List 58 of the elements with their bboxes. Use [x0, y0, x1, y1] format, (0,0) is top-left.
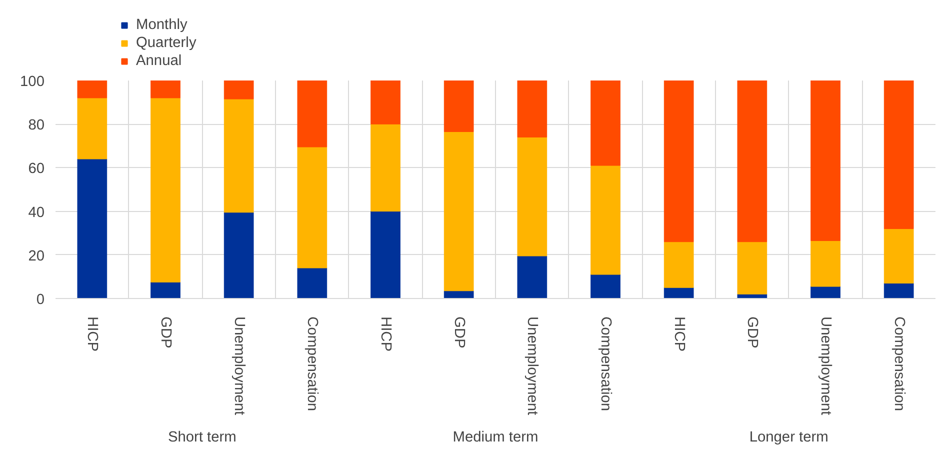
bar [517, 136, 548, 256]
bar [590, 165, 620, 275]
bar [370, 80, 400, 124]
x-tick-label: HICP [378, 316, 394, 352]
legend-label: Monthly [136, 16, 188, 34]
text: Medium term [452, 430, 538, 446]
bar [737, 242, 768, 294]
text: Short term [168, 430, 236, 446]
bar [297, 146, 328, 268]
legend-label: Quarterly [136, 34, 196, 52]
bar [297, 268, 328, 298]
bar [884, 282, 914, 298]
bar [664, 287, 694, 298]
x-tick-label: HICP [670, 316, 687, 352]
x-tick-label: Unemployment [230, 316, 247, 416]
y-tick-label: 20 [28, 248, 45, 264]
y-tick-label: 0 [36, 292, 45, 308]
y-tick-label: 80 [28, 118, 45, 134]
bar [590, 80, 620, 166]
bar [77, 98, 108, 160]
bar [884, 228, 914, 284]
x-tick-label: Unemployment [818, 316, 834, 416]
bar [810, 80, 840, 241]
bar [444, 80, 474, 132]
bar [224, 80, 254, 100]
bar [224, 98, 254, 213]
bar [737, 80, 768, 242]
x-tick-label: Compensation [304, 316, 320, 412]
x-tick-label: HICP [84, 316, 100, 352]
bar [150, 98, 180, 282]
x-tick-label: Compensation [598, 316, 614, 412]
bar [517, 256, 548, 298]
bar [370, 124, 400, 212]
bar [810, 240, 840, 287]
y-tick-label: 100 [20, 74, 45, 90]
bar [150, 282, 180, 298]
bar [444, 131, 474, 292]
text: Longer term [749, 430, 828, 446]
bar [150, 80, 180, 98]
bar [664, 80, 694, 242]
bar [664, 242, 694, 288]
bar [224, 212, 254, 298]
x-tick-label: GDP [450, 316, 467, 348]
bar [77, 80, 108, 98]
bar [810, 286, 840, 298]
x-tick-label: Compensation [890, 316, 907, 412]
legend-label: Annual [136, 52, 182, 70]
y-tick-label: 40 [28, 204, 45, 221]
y-tick-label: 60 [28, 161, 45, 178]
bar [517, 80, 548, 138]
bar [370, 211, 400, 298]
x-tick-label: GDP [744, 316, 760, 348]
bar [77, 158, 108, 298]
bar [297, 80, 328, 148]
bar [590, 274, 620, 298]
x-tick-label: Unemployment [524, 316, 540, 416]
x-tick-label: GDP [158, 316, 174, 348]
bar [884, 80, 914, 229]
